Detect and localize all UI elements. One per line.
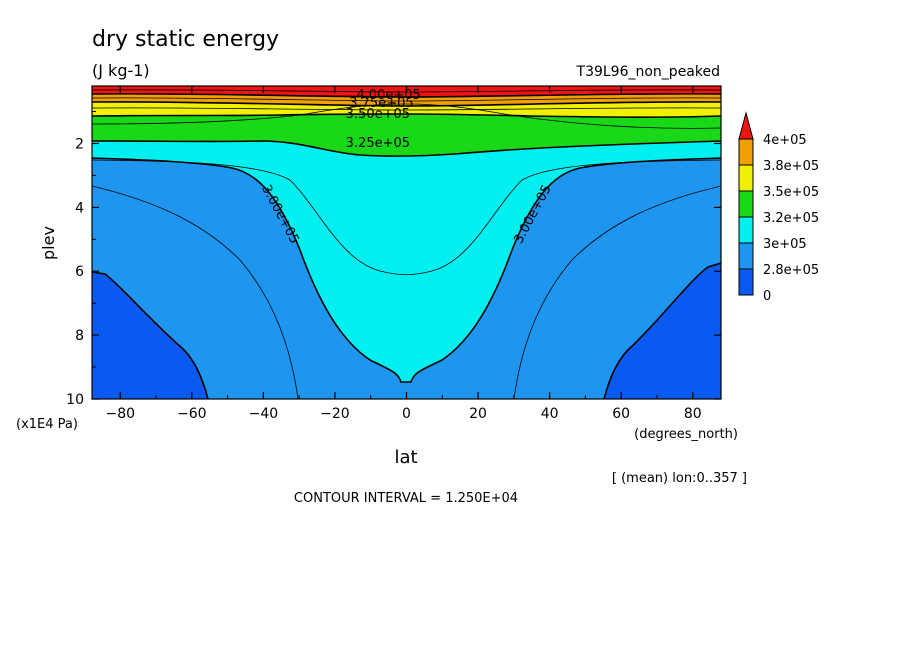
colorbar-swatch xyxy=(738,268,754,296)
y-axis-units: (x1E4 Pa) xyxy=(16,417,78,432)
contour-label: 3.25e+05 xyxy=(346,136,410,151)
contour-label: 3.75e+05 xyxy=(349,96,413,111)
contour-line-387 xyxy=(92,97,721,102)
contour-interval: CONTOUR INTERVAL = 1.250E+04 xyxy=(294,491,518,506)
y-tick-label: 10 xyxy=(66,392,84,408)
colorbar-label: 3.2e+05 xyxy=(763,211,819,226)
y-tick-label: 6 xyxy=(75,264,84,280)
y-axis-label: plev xyxy=(39,226,58,260)
band-lt-2.8e05-north xyxy=(604,263,721,399)
colorbar-swatch xyxy=(738,216,754,244)
y-tick-label: 2 xyxy=(75,136,84,152)
colorbar-label: 3e+05 xyxy=(763,237,807,252)
y-tick-label: 4 xyxy=(75,200,84,216)
x-tick-label: −60 xyxy=(177,406,207,422)
mean-note: [ (mean) lon:0..357 ] xyxy=(612,471,747,486)
colorbar-label: 0 xyxy=(763,289,771,304)
x-tick-label: 60 xyxy=(612,406,630,422)
colorbar-swatch xyxy=(738,242,754,270)
contour-line-400 xyxy=(92,93,721,98)
x-tick-label: 40 xyxy=(541,406,559,422)
x-tick-label: 80 xyxy=(684,406,702,422)
colorbar-label: 3.8e+05 xyxy=(763,159,819,174)
colorbar-swatch xyxy=(738,138,754,166)
colorbar-swatch xyxy=(738,164,754,192)
run-label: T39L96_non_peaked xyxy=(576,64,720,80)
contour-line-375 xyxy=(92,101,721,107)
colorbar-label: 2.8e+05 xyxy=(763,263,819,278)
contour-line-275-north xyxy=(603,262,721,399)
chart-units: (J kg-1) xyxy=(92,61,150,80)
colorbar-triangle xyxy=(738,111,754,140)
contour-line-287-south xyxy=(92,185,299,399)
colorbar-label: 4e+05 xyxy=(763,133,807,148)
contour-line-287-north xyxy=(513,185,721,399)
x-tick-label: −40 xyxy=(249,406,279,422)
band-lt-2.8e05-south xyxy=(92,272,208,399)
contour-line-337 xyxy=(92,103,721,129)
x-tick-label: 20 xyxy=(469,406,487,422)
y-axis: 2 4 6 8 10 xyxy=(66,111,721,408)
contour-line-275-south xyxy=(92,271,209,399)
contour-line-300 xyxy=(92,157,721,383)
x-axis: −80 −60 −40 −20 0 20 40 60 80 xyxy=(105,86,702,422)
contour-label: 4.00e+05 xyxy=(356,88,420,103)
contour-lines xyxy=(92,89,721,399)
contour-label: 3.50e+05 xyxy=(346,107,410,122)
band-2.8e05-3e05 xyxy=(92,158,721,399)
contour-field xyxy=(92,86,721,399)
contour-line-325 xyxy=(92,140,721,157)
x-tick-label: −80 xyxy=(105,406,135,422)
contour-line-350 xyxy=(92,113,721,118)
chart-title: dry static energy xyxy=(92,27,279,52)
colorbar-label: 3.5e+05 xyxy=(763,185,819,200)
x-axis-units: (degrees_north) xyxy=(634,427,738,442)
contour-line-362 xyxy=(92,107,721,111)
x-tick-label: 0 xyxy=(402,406,411,422)
colorbar: 0 2.8e+05 3e+05 3.2e+05 3.5e+05 3.8e+05 4e+05 xyxy=(738,111,819,304)
y-tick-label: 8 xyxy=(75,328,84,344)
colorbar-swatch xyxy=(738,190,754,218)
x-axis-label: lat xyxy=(394,447,417,468)
x-tick-label: −20 xyxy=(320,406,350,422)
contour-line-312 xyxy=(92,159,721,276)
